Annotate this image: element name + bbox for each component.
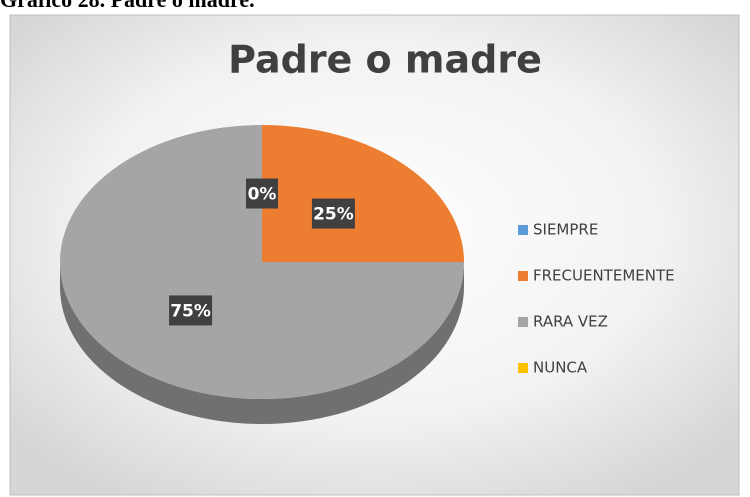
legend-swatch [518,317,528,327]
legend-swatch [518,225,528,235]
caption: Gráfico 28. Padre o madre. [0,0,255,12]
data-label-box [169,295,213,326]
data-label: 75% [170,301,211,321]
pie-slice [60,125,464,399]
legend-label: RARA VEZ [533,313,608,331]
data-label-box [311,198,355,229]
legend-label: SIEMPRE [533,221,598,239]
chart-title: Padre o madre [228,38,542,82]
legend-swatch [518,271,528,281]
data-label-box [246,178,278,209]
data-label: 25% [313,205,354,225]
pie-side [60,262,464,424]
legend-label: NUNCA [533,359,588,377]
data-label: 0% [248,185,277,205]
legend-swatch [518,363,528,373]
legend-label: FRECUENTEMENTE [533,267,675,285]
